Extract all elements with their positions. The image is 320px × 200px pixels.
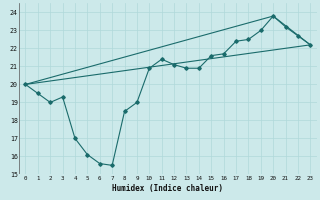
X-axis label: Humidex (Indice chaleur): Humidex (Indice chaleur) <box>112 184 223 193</box>
